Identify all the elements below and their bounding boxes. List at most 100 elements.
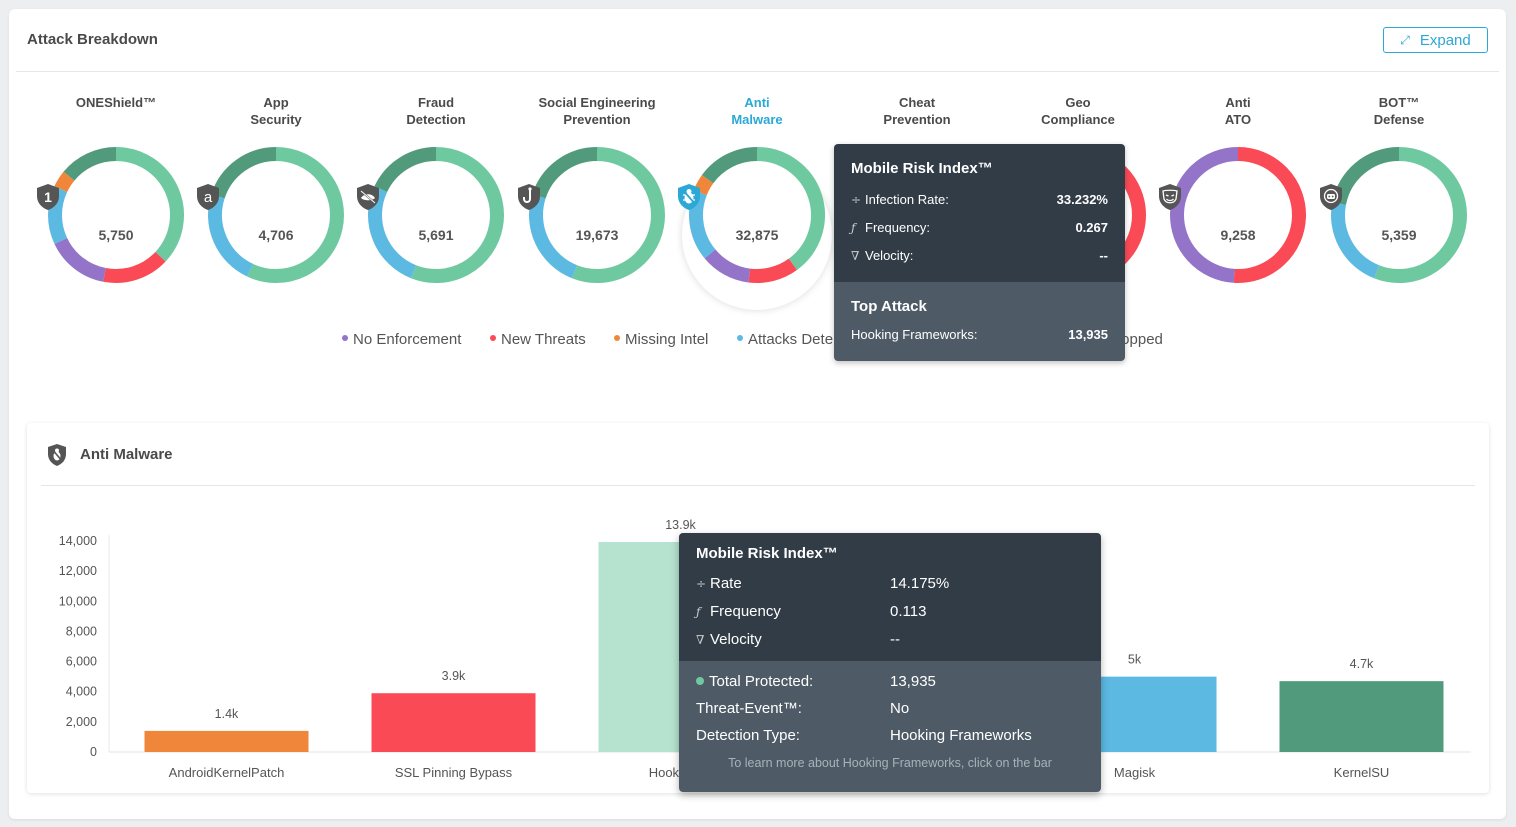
category-0[interactable]: ONEShield™ 1 5,750 <box>36 94 196 315</box>
bar-tooltip-row-frequency: ƒ Frequency 0.113 <box>696 597 1084 625</box>
y-tick-label: 12,000 <box>59 564 97 578</box>
legend-item[interactable]: No Enforcement <box>342 331 461 348</box>
category-8[interactable]: BOT™ Defense 5,359 <box>1319 94 1479 315</box>
bar-data-label: 13.9k <box>665 518 696 532</box>
bar-tooltip-total-protected: Total Protected: 13,935 <box>696 668 1084 695</box>
tooltip-value: 0.113 <box>890 602 927 620</box>
tooltip-value: Hooking Frameworks <box>890 727 1032 744</box>
donut-segment[interactable] <box>704 249 751 283</box>
expand-button[interactable]: ⤢ Expand <box>1383 27 1488 53</box>
donut-ring <box>208 147 344 283</box>
donut-segment[interactable] <box>410 147 504 283</box>
y-tick-label: 14,000 <box>59 534 97 548</box>
category-label[interactable]: Cheat Prevention <box>883 95 951 127</box>
donut-segment[interactable] <box>529 193 578 279</box>
category-label[interactable]: ONEShield™ <box>75 95 157 110</box>
donut-segment[interactable] <box>1233 147 1306 283</box>
x-tick-label: Magisk <box>1114 765 1156 780</box>
donut-chart[interactable]: 9,258 <box>1158 147 1318 315</box>
donut-segment[interactable] <box>247 147 344 283</box>
tooltip-label: Detection Type: <box>696 727 800 744</box>
category-label[interactable]: Anti Malware <box>731 95 783 127</box>
tooltip-label: Frequency: <box>865 219 931 235</box>
tooltip-label: Rate <box>710 574 742 592</box>
legend-item[interactable]: New Threats <box>490 331 586 348</box>
donut-segment[interactable] <box>1373 147 1467 283</box>
app-security-shield-icon: a <box>197 184 219 210</box>
bar-data-label: 5k <box>1128 653 1142 667</box>
donut-segment[interactable] <box>208 193 254 277</box>
y-tick-label: 10,000 <box>59 594 97 608</box>
donut-segment[interactable] <box>115 147 184 262</box>
bar[interactable] <box>144 730 309 752</box>
top-attack-title: Top Attack <box>851 298 927 315</box>
donut-segment[interactable] <box>748 258 797 283</box>
category-label[interactable]: Anti ATO <box>1224 95 1252 127</box>
category-3[interactable]: Social Engineering Prevention 19,673 <box>517 94 677 315</box>
legend-label: Missing Intel <box>625 331 709 348</box>
bar[interactable] <box>1279 681 1444 752</box>
robot-shield-icon <box>1320 184 1342 210</box>
svg-text:1: 1 <box>44 189 52 205</box>
donut-ring <box>48 147 184 283</box>
donut-segment[interactable] <box>701 147 758 184</box>
y-tick-label: 6,000 <box>66 655 97 669</box>
donut-chart[interactable]: 5,359 <box>1319 147 1479 315</box>
bar-tooltip-row-rate: ÷ Rate 14.175% <box>696 569 1084 597</box>
donut-segment[interactable] <box>1331 202 1380 279</box>
donut-segment[interactable] <box>571 147 665 283</box>
donut-ring <box>368 147 504 283</box>
legend-dot-icon <box>342 335 348 342</box>
tooltip-row-frequency: ƒ Frequency: 0.267 <box>851 213 1108 241</box>
fraction-icon: ÷ <box>851 192 862 207</box>
category-4[interactable]: Anti Malware 32,875 <box>677 94 837 315</box>
panel-divider <box>41 485 1475 486</box>
legend-dot-icon <box>737 335 743 342</box>
nabla-icon: ∇ <box>851 248 860 263</box>
donut-chart[interactable]: a 4,706 <box>196 147 356 315</box>
donut-segment[interactable] <box>103 251 166 283</box>
category-label[interactable]: Social Engineering Prevention <box>538 95 656 127</box>
legend-label: Attacks Dete <box>748 331 834 348</box>
category-7[interactable]: Anti ATO 9,258 <box>1158 94 1318 315</box>
category-1[interactable]: App Security a 4,706 <box>196 94 356 315</box>
donut-chart[interactable]: 5,691 <box>356 147 516 315</box>
donut-segment[interactable] <box>532 147 598 199</box>
x-tick-label: AndroidKernelPatch <box>169 765 285 780</box>
donut-segment[interactable] <box>54 237 107 282</box>
category-label[interactable]: Fraud Detection <box>406 95 466 127</box>
donut-ring <box>689 147 825 283</box>
tooltip-value: No <box>890 700 910 717</box>
top-attack-row: Hooking Frameworks: 13,935 <box>851 325 1108 343</box>
x-tick-label: KernelSU <box>1334 765 1390 780</box>
legend-dot-icon <box>614 335 620 342</box>
donut-segment[interactable] <box>756 147 825 271</box>
category-label[interactable]: BOT™ Defense <box>1373 95 1425 127</box>
legend-item[interactable]: Missing Intel <box>614 331 708 348</box>
tooltip-value: 14.175% <box>890 574 950 592</box>
bug-shield-icon <box>678 184 700 210</box>
donut-segment[interactable] <box>211 147 277 199</box>
donut-chart[interactable]: 1 5,750 <box>36 147 196 315</box>
category-label[interactable]: Geo Compliance <box>1041 95 1115 127</box>
donut-segment[interactable] <box>1170 147 1239 283</box>
legend-item[interactable]: Attacks Dete <box>737 331 833 348</box>
donut-chart[interactable]: 32,875 <box>677 147 837 315</box>
donut-segment[interactable] <box>693 175 714 196</box>
bar[interactable] <box>371 693 536 752</box>
category-label[interactable]: App Security <box>250 95 302 127</box>
category-2[interactable]: Fraud Detection 5,691 <box>356 94 516 315</box>
bar-tooltip-detection-type: Detection Type: Hooking Frameworks <box>696 722 1084 749</box>
donut-chart[interactable]: 19,673 <box>517 147 677 315</box>
bar-data-label: 4.7k <box>1350 657 1374 671</box>
anti-malware-panel: Anti Malware 0 2,000 4,000 6,000 8,000 10,000… <box>27 423 1489 793</box>
bar-tooltip: Mobile Risk Index™ ÷ Rate 14.175% ƒ Freque… <box>679 533 1101 792</box>
donut-segment[interactable] <box>54 171 75 193</box>
donut-segment[interactable] <box>1332 147 1400 206</box>
legend-item[interactable]: topped <box>1117 331 1163 348</box>
donut-segment[interactable] <box>374 147 437 193</box>
donut-total-value: 4,706 <box>258 227 294 243</box>
top-attack-value: 13,935 <box>1068 326 1108 342</box>
donut-segment[interactable] <box>63 147 117 181</box>
function-f-icon: ƒ <box>851 220 856 235</box>
